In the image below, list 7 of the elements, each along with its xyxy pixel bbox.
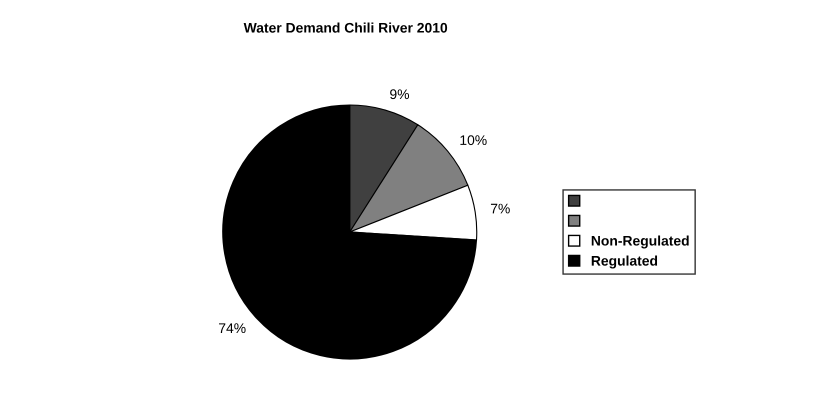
- data-label: 9%: [390, 89, 410, 100]
- legend-label: Regulated: [592, 256, 658, 269]
- data-label: 7%: [490, 204, 510, 214]
- data-label: 10%: [460, 135, 487, 146]
- legend-label: Non-Regulated: [592, 235, 689, 248]
- data-label: 74%: [219, 323, 246, 334]
- chart-title: Water Demand Chili River 2010: [244, 22, 448, 33]
